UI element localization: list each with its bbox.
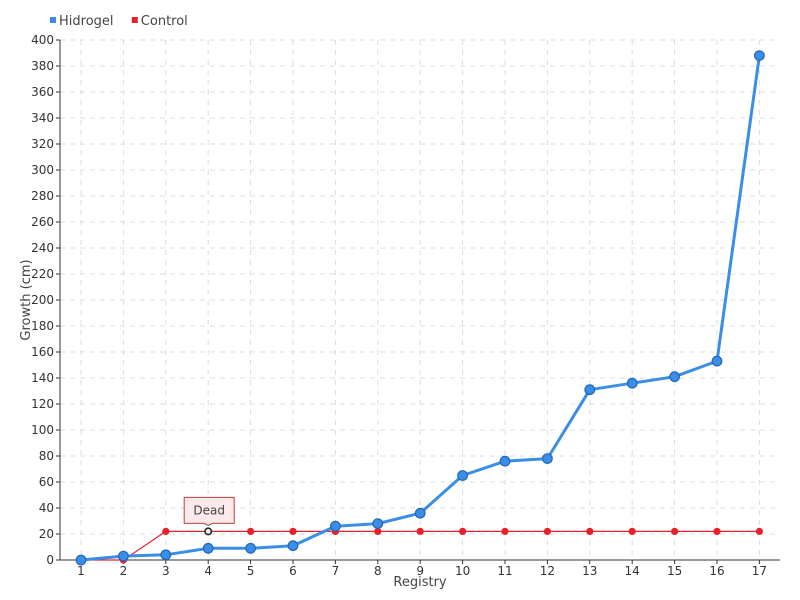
y-tick-label: 400 xyxy=(31,33,54,47)
x-tick-label: 4 xyxy=(204,564,212,578)
legend-label-hidrogel: Hidrogel xyxy=(59,14,114,29)
y-tick-label: 200 xyxy=(31,293,54,307)
y-tick-label: 240 xyxy=(31,241,54,255)
data-point-hidrogel xyxy=(499,455,511,467)
y-tick-label: 380 xyxy=(31,59,54,73)
data-point-hidrogel xyxy=(117,550,129,562)
data-point-control xyxy=(713,527,721,536)
data-point-hidrogel xyxy=(457,470,469,481)
annotation-label: Dead xyxy=(193,503,225,517)
annotations: Dead xyxy=(183,496,235,526)
x-tick-label: 14 xyxy=(625,564,640,578)
x-tick-label: 17 xyxy=(752,564,767,578)
data-point-hidrogel xyxy=(160,549,172,561)
data-point-control xyxy=(628,527,636,536)
y-tick-label: 180 xyxy=(31,319,54,333)
legend-swatch-hidrogel xyxy=(50,17,56,23)
x-tick-label: 6 xyxy=(289,564,297,578)
x-tick-label: 12 xyxy=(540,564,555,578)
y-tick-label: 160 xyxy=(31,345,54,359)
x-tick-label: 8 xyxy=(374,564,382,578)
y-tick-label: 0 xyxy=(46,553,54,567)
y-tick-label: 360 xyxy=(31,85,54,99)
y-tick-labels: 0 20 40 60 80 100 120 140 160 180 200 220 240 260 280 3… xyxy=(31,33,54,567)
x-tick-label: 10 xyxy=(455,564,470,578)
y-axis-title: Growth (cm) xyxy=(19,259,34,340)
y-tick-label: 120 xyxy=(31,397,54,411)
data-point-hidrogel xyxy=(542,453,553,465)
x-tick-label: 13 xyxy=(582,564,597,578)
data-point-hidrogel xyxy=(669,371,680,383)
data-point-hidrogel xyxy=(287,540,299,552)
data-point-control xyxy=(459,527,467,536)
y-tick-label: 40 xyxy=(39,501,54,515)
y-tick-label: 320 xyxy=(31,137,54,151)
x-tick-label: 16 xyxy=(709,564,724,578)
legend-label-control: Control xyxy=(141,14,188,29)
y-tick-label: 140 xyxy=(31,371,54,385)
x-tick-label: 11 xyxy=(497,564,512,578)
data-point-control xyxy=(247,527,255,536)
data-point-hidrogel xyxy=(584,384,596,396)
x-tick-label: 9 xyxy=(416,564,424,578)
x-tick-label: 1 xyxy=(77,564,85,578)
x-axis-title: Registry xyxy=(393,575,447,590)
data-point-hidrogel xyxy=(202,542,214,554)
annotation-callout xyxy=(183,496,235,526)
data-point-control xyxy=(586,527,594,536)
data-point-control xyxy=(374,527,382,536)
data-point-control xyxy=(755,527,764,536)
data-point-control xyxy=(162,527,170,536)
data-point-hidrogel xyxy=(414,507,426,519)
data-point-control xyxy=(289,527,297,536)
legend-swatch-control xyxy=(131,17,138,23)
y-tick-label: 60 xyxy=(39,475,54,489)
series xyxy=(75,50,765,566)
legend: Hidrogel Control xyxy=(50,14,188,29)
series-line-control xyxy=(81,530,760,561)
data-point-hidrogel xyxy=(245,542,257,554)
data-point-control xyxy=(204,527,213,536)
y-tick-label: 300 xyxy=(31,163,54,177)
x-tick-label: 5 xyxy=(247,564,255,578)
y-tick-label: 220 xyxy=(31,267,54,281)
y-tick-label: 280 xyxy=(31,189,54,203)
data-point-control xyxy=(501,527,509,536)
y-tick-label: 260 xyxy=(31,215,54,229)
data-point-hidrogel xyxy=(754,50,765,61)
grid xyxy=(60,39,780,560)
x-tick-label: 15 xyxy=(667,564,682,578)
data-point-hidrogel xyxy=(75,554,87,566)
data-point-hidrogel xyxy=(330,520,341,532)
data-point-hidrogel xyxy=(372,518,384,529)
y-tick-label: 100 xyxy=(31,423,54,437)
y-tick-label: 340 xyxy=(31,111,54,125)
y-tick-label: 80 xyxy=(39,449,54,463)
x-tick-label: 3 xyxy=(162,564,170,578)
axes xyxy=(56,39,780,564)
x-tick-label: 7 xyxy=(332,564,340,578)
y-tick-label: 20 xyxy=(39,527,54,541)
x-tick-labels: 1 2 3 4 5 6 7 8 9 10 11 12 13 14 15 16 17 xyxy=(77,564,767,578)
data-point-control xyxy=(543,527,552,536)
data-point-hidrogel xyxy=(626,377,638,389)
x-tick-label: 2 xyxy=(120,564,128,578)
data-point-control xyxy=(416,527,424,536)
data-point-control xyxy=(671,527,679,536)
data-point-hidrogel xyxy=(711,355,723,367)
